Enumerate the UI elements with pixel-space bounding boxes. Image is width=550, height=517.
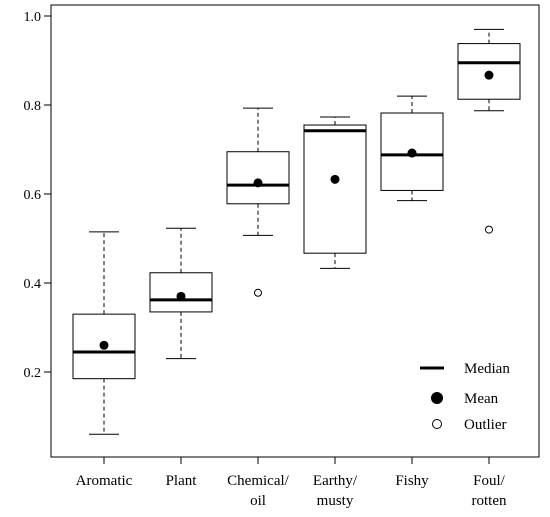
x-category-label: Chemical/ <box>227 473 289 489</box>
outlier-point <box>254 288 262 297</box>
plot-frame <box>50 4 540 458</box>
x-category-label: rotten <box>472 493 507 509</box>
legend-mean-label: Mean <box>464 391 499 407</box>
legend-mean-swatch <box>431 392 443 404</box>
box-iqr <box>303 124 367 254</box>
x-category-label: Foul/ <box>473 473 506 489</box>
x-axis: Aromatic Plant Chemical/oil Earthy/musty Fis… <box>76 457 507 509</box>
legend: Median Mean Outlier <box>420 361 510 433</box>
x-category-label: Plant <box>166 473 198 489</box>
box-group <box>303 116 367 269</box>
x-category-label: musty <box>317 493 354 509</box>
mean-point <box>407 148 417 158</box>
legend-outlier-swatch <box>432 419 442 429</box>
mean-point <box>99 340 109 350</box>
x-category-label: oil <box>250 493 266 509</box>
y-tick-label: 0.2 <box>24 366 42 381</box>
box-group <box>226 107 290 297</box>
box-group <box>72 231 136 435</box>
y-tick-label: 0.4 <box>24 277 42 292</box>
y-axis: 0.2 0.4 0.6 0.8 1.0 <box>24 10 51 381</box>
legend-median-label: Median <box>464 361 510 377</box>
mean-point <box>330 174 340 184</box>
box-group <box>457 28 521 234</box>
y-tick-label: 0.8 <box>24 99 42 114</box>
box-group <box>380 95 444 202</box>
y-tick-label: 1.0 <box>24 10 42 25</box>
box-group <box>149 227 213 360</box>
box-iqr <box>226 151 290 205</box>
mean-point <box>253 178 263 188</box>
x-category-label: Earthy/ <box>313 473 358 489</box>
legend-outlier-label: Outlier <box>464 417 507 433</box>
box-iqr <box>380 112 444 191</box>
boxes-layer <box>72 28 521 435</box>
outlier-point <box>485 225 493 234</box>
mean-point <box>484 70 494 80</box>
x-category-label: Aromatic <box>76 473 133 489</box>
y-tick-label: 0.6 <box>24 188 42 203</box>
mean-point <box>176 291 186 301</box>
x-category-label: Fishy <box>395 473 429 489</box>
